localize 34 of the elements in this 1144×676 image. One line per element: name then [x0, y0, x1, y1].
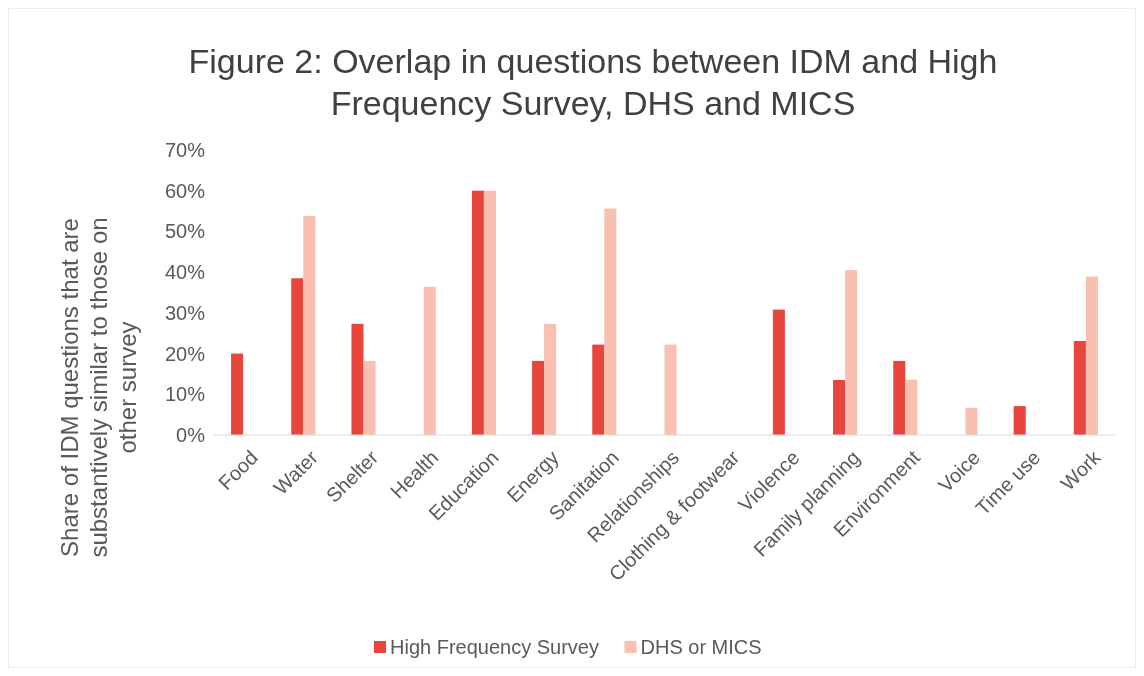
- bar: [965, 407, 978, 435]
- bar: [772, 309, 785, 435]
- bar: [303, 215, 316, 435]
- bar: [1085, 276, 1098, 435]
- y-tick-label: 30%: [164, 301, 206, 324]
- bar: [291, 278, 304, 435]
- bar: [231, 353, 244, 435]
- bar: [363, 360, 376, 435]
- bar: [1013, 406, 1026, 435]
- y-tick-label: 0%: [176, 424, 206, 446]
- bar: [833, 380, 846, 435]
- y-tick-label: 10%: [164, 383, 206, 406]
- bar: [532, 360, 545, 435]
- y-tick-label: 40%: [164, 261, 206, 284]
- bar: [351, 323, 364, 435]
- y-tick-label: 20%: [164, 342, 206, 365]
- y-tick-label: 70%: [164, 139, 206, 161]
- legend-label: High Frequency Survey: [390, 636, 599, 658]
- bar: [604, 208, 617, 435]
- chart-title: Figure 2: Overlap in questions between IDM and High Frequency Survey, DHS and MICS: [188, 42, 998, 122]
- bar: [664, 344, 677, 435]
- y-axis-title: Share of IDM questions that are substantively similar to those on other survey: [56, 217, 141, 558]
- bar: [423, 286, 436, 435]
- bar: [471, 190, 484, 435]
- bar: [483, 190, 496, 435]
- legend-label: DHS or MICS: [640, 636, 762, 658]
- bar: [592, 344, 605, 435]
- bar: [1073, 340, 1086, 435]
- bar: [893, 360, 906, 435]
- bar: [905, 379, 918, 435]
- y-tick-label: 60%: [164, 179, 206, 202]
- bar: [845, 270, 858, 435]
- y-tick-label: 50%: [164, 220, 206, 243]
- bar: [544, 323, 557, 435]
